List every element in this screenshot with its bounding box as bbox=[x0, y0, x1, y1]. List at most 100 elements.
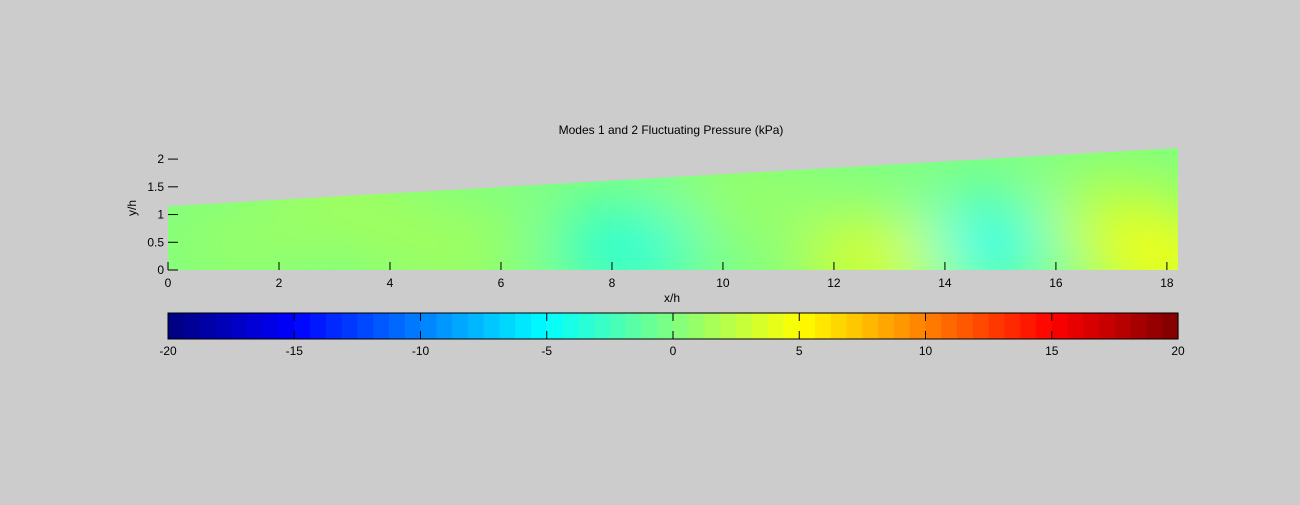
colorbar-cell bbox=[799, 313, 816, 339]
colorbar-cell bbox=[941, 313, 958, 339]
colorbar-cell bbox=[846, 313, 863, 339]
x-tick-label: 12 bbox=[827, 276, 841, 290]
colorbar-cell bbox=[262, 313, 280, 339]
colorbar-cell bbox=[483, 313, 501, 339]
colorbar-cell bbox=[641, 313, 658, 339]
colorbar-cell bbox=[1099, 313, 1116, 339]
y-tick-label: 2 bbox=[157, 152, 164, 166]
colorbar-cell bbox=[957, 313, 974, 339]
colorbar-cell bbox=[1146, 313, 1163, 339]
colorbar-cell bbox=[925, 313, 942, 339]
x-tick-label: 10 bbox=[716, 276, 730, 290]
y-tick-label: 1 bbox=[157, 208, 164, 222]
colorbar-cell bbox=[420, 313, 437, 339]
x-tick-label: 0 bbox=[165, 276, 172, 290]
colorbar-cell bbox=[594, 313, 611, 339]
colorbar-cell bbox=[215, 313, 232, 339]
x-tick-label: 6 bbox=[498, 276, 505, 290]
colorbar-tick-label: 10 bbox=[919, 344, 933, 358]
x-axis-label: x/h bbox=[664, 291, 680, 305]
x-tick-label: 4 bbox=[387, 276, 394, 290]
colorbar-tick-label: 15 bbox=[1045, 344, 1059, 358]
x-tick-label: 14 bbox=[938, 276, 952, 290]
colorbar-tick-label: -20 bbox=[159, 344, 177, 358]
colorbar-cell bbox=[751, 313, 769, 339]
colorbar-cell bbox=[1162, 313, 1179, 339]
colorbar-cell bbox=[530, 313, 548, 339]
colorbar-ticks: -20 -15 -10 -5 0 5 10 15 20 bbox=[159, 313, 1185, 358]
colorbar-cell bbox=[231, 313, 248, 339]
field-feature bbox=[553, 209, 704, 270]
colorbar-cell bbox=[673, 313, 690, 339]
colorbar-cell bbox=[972, 313, 990, 339]
colorbar-cell bbox=[168, 313, 185, 339]
colorbar-cell bbox=[499, 313, 516, 339]
colorbar-cell bbox=[436, 313, 453, 339]
x-tick-label: 18 bbox=[1160, 276, 1174, 290]
colorbar-cell bbox=[404, 313, 422, 339]
colorbar-cell bbox=[246, 313, 264, 339]
colorbar-cell bbox=[720, 313, 737, 339]
colorbar-cell bbox=[1083, 313, 1100, 339]
colorbar-cell bbox=[467, 313, 485, 339]
colorbar-cell bbox=[704, 313, 721, 339]
y-tick-label: 0 bbox=[157, 263, 164, 277]
colorbar-cell bbox=[1067, 313, 1084, 339]
x-tick-label: 16 bbox=[1049, 276, 1063, 290]
colorbar-cell bbox=[357, 313, 374, 339]
y-tick-label: 1.5 bbox=[147, 180, 164, 194]
colorbar-cell bbox=[310, 313, 327, 339]
colorbar-cell bbox=[862, 313, 879, 339]
x-axis: 0 2 4 6 8 10 12 14 16 18 bbox=[165, 262, 1174, 290]
colorbar-cell bbox=[783, 313, 800, 339]
x-tick-label: 8 bbox=[609, 276, 616, 290]
colorbar-cell bbox=[452, 313, 469, 339]
colorbar-cell bbox=[388, 313, 406, 339]
colorbar-cell bbox=[373, 313, 390, 339]
colorbar-cell bbox=[893, 313, 911, 339]
field-feature bbox=[370, 209, 521, 270]
colorbar-tick-label: -5 bbox=[541, 344, 552, 358]
colorbar-tick-label: 5 bbox=[796, 344, 803, 358]
colorbar-cells bbox=[168, 313, 1179, 339]
colorbar-tick-label: -15 bbox=[286, 344, 304, 358]
colorbar-tick-label: 20 bbox=[1171, 344, 1185, 358]
colorbar-cell bbox=[767, 313, 785, 339]
colorbar-cell bbox=[909, 313, 927, 339]
colorbar: -20 -15 -10 -5 0 5 10 15 20 bbox=[159, 312, 1185, 358]
colorbar-cell bbox=[546, 313, 564, 339]
colorbar-cell bbox=[578, 313, 595, 339]
chart-title: Modes 1 and 2 Fluctuating Pressure (kPa) bbox=[559, 123, 784, 137]
colorbar-cell bbox=[341, 313, 358, 339]
field-feature bbox=[797, 220, 948, 270]
colorbar-cell bbox=[515, 313, 532, 339]
colorbar-cell bbox=[1130, 313, 1148, 339]
colorbar-cell bbox=[988, 313, 1006, 339]
colorbar-cell bbox=[1051, 313, 1069, 339]
colorbar-cell bbox=[815, 313, 832, 339]
x-tick-label: 2 bbox=[276, 276, 283, 290]
colorbar-cell bbox=[562, 313, 579, 339]
y-axis: 0 0.5 1 1.5 2 bbox=[147, 152, 178, 277]
y-axis-label: y/h bbox=[125, 200, 139, 216]
colorbar-tick-label: -10 bbox=[412, 344, 430, 358]
colorbar-tick-label: 0 bbox=[670, 344, 677, 358]
colorbar-cell bbox=[1020, 313, 1037, 339]
y-tick-label: 0.5 bbox=[147, 235, 164, 249]
field-feature bbox=[168, 204, 316, 270]
colorbar-cell bbox=[657, 313, 674, 339]
colorbar-cell bbox=[183, 313, 201, 339]
colorbar-cell bbox=[325, 313, 343, 339]
colorbar-cell bbox=[199, 313, 216, 339]
colorbar-cell bbox=[830, 313, 848, 339]
colorbar-cell bbox=[688, 313, 706, 339]
colorbar-cell bbox=[278, 313, 295, 339]
field-feature bbox=[670, 159, 821, 236]
colorbar-cell bbox=[878, 313, 895, 339]
colorbar-cell bbox=[1004, 313, 1021, 339]
colorbar-cell bbox=[625, 313, 643, 339]
colorbar-cell bbox=[736, 313, 753, 339]
colorbar-cell bbox=[1114, 313, 1132, 339]
colorbar-cell bbox=[609, 313, 627, 339]
